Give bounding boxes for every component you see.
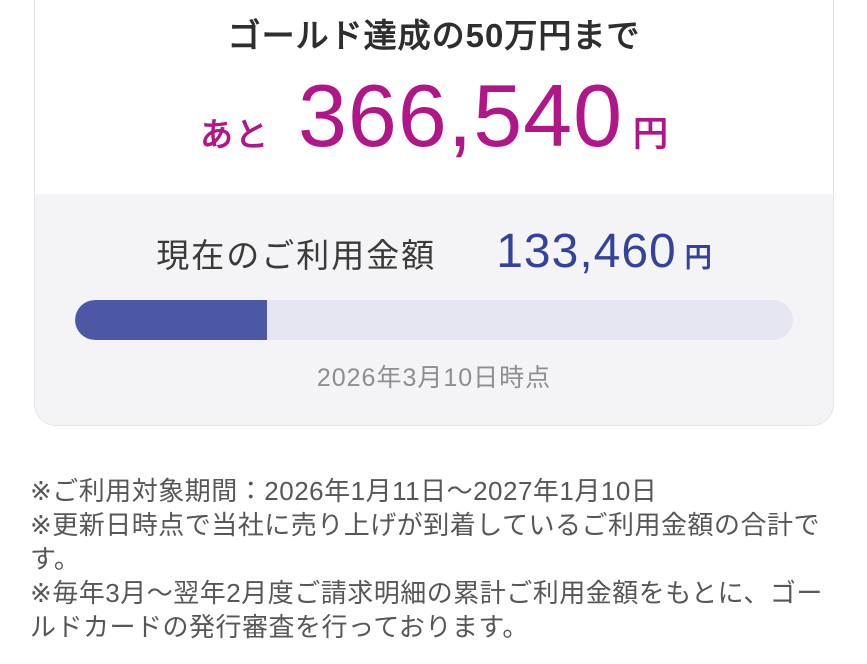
gold-progress-card: ゴールド達成の50万円まで あと 366,540 円 現在のご利用金額 133,… [34, 0, 834, 426]
remaining-prefix-label: あと [199, 116, 270, 153]
remaining-amount-row: あと 366,540 円 [35, 72, 833, 160]
footnote-item: ※毎年3月〜翌年2月度ご請求明細の累計ご利用金額をもとに、ゴールドカードの発行審… [30, 578, 823, 642]
current-usage-value: 133,460 [496, 225, 677, 278]
footnotes: ※ご利用対象期間：2026年1月11日〜2027年1月10日 ※更新日時点で当社… [30, 474, 839, 644]
current-usage-row: 現在のご利用金額 133,460 円 [35, 228, 833, 282]
progress-bar-fill [75, 300, 267, 340]
current-usage-section: 現在のご利用金額 133,460 円 2026年3月10日時点 [35, 194, 833, 425]
remaining-section: ゴールド達成の50万円まで あと 366,540 円 [35, 0, 833, 194]
progress-bar-track [75, 300, 793, 340]
current-usage-label: 現在のご利用金額 [156, 237, 437, 274]
remaining-yen-unit: 円 [633, 115, 669, 154]
footnote-item: ※更新日時点で当社に売り上げが到着しているご利用金額の合計です。 [30, 510, 821, 574]
card-title: ゴールド達成の50万円まで [227, 17, 641, 54]
footnote-item: ※ご利用対象期間：2026年1月11日〜2027年1月10日 [30, 476, 658, 506]
remaining-amount-value: 366,540 [297, 66, 624, 165]
as-of-date: 2026年3月10日時点 [316, 364, 552, 392]
current-usage-yen-unit: 円 [684, 243, 712, 273]
